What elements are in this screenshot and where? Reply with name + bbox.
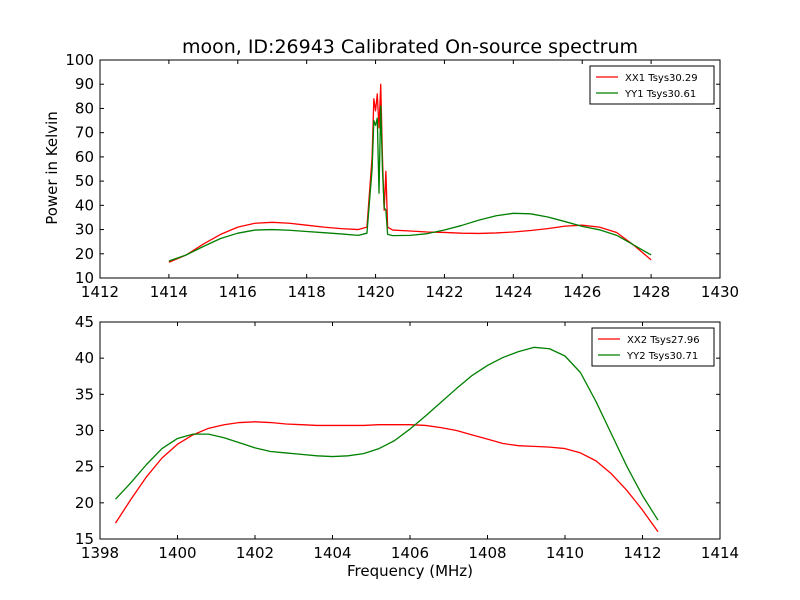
top-y-tick-label: 60: [75, 148, 94, 166]
bottom-x-tick-label: 1398: [81, 544, 119, 562]
top-y-tick-label: 100: [65, 51, 94, 69]
bottom-x-tick-label: 1404: [313, 544, 351, 562]
top-y-tick-label: 40: [75, 196, 94, 214]
top-series-yy1-line: [168, 105, 652, 262]
top-x-tick-label: 1418: [288, 283, 326, 301]
bottom-y-tick-label: 25: [75, 458, 94, 476]
bottom-x-tick-label: 1400: [158, 544, 196, 562]
bottom-y-tick-label: 20: [75, 494, 94, 512]
top-y-tick-label: 20: [75, 245, 94, 263]
top-x-tick-label: 1428: [632, 283, 670, 301]
top-x-tick-label: 1414: [150, 283, 188, 301]
bottom-legend-label: XX2 Tsys27.96: [627, 335, 700, 346]
top-legend: XX1 Tsys30.29 YY1 Tsys30.61: [589, 65, 715, 105]
top-plot-panel: 1412 1414 1416 1418 1420 1422 1424 1426 1428 1430…: [65, 51, 739, 301]
top-legend-label: YY1 Tsys30.61: [624, 89, 696, 100]
top-x-tick-label: 1430: [701, 283, 739, 301]
top-axes-frame: [99, 59, 721, 279]
bottom-x-tick-label: 1406: [391, 544, 429, 562]
top-y-tick-label: 30: [75, 221, 94, 239]
bottom-legend: XX2 Tsys27.96 YY2 Tsys30.71: [591, 327, 715, 367]
figure-title: moon, ID:26943 Calibrated On-source spec…: [182, 36, 638, 58]
bottom-plot-panel: 1398 1400 1402 1404 1406 1408 1410 1412 1414 15 20…: [75, 313, 739, 562]
top-y-tick-label: 80: [75, 99, 94, 117]
top-legend-label: XX1 Tsys30.29: [625, 73, 698, 84]
top-x-tick-label: 1416: [219, 283, 257, 301]
bottom-y-tick-label: 15: [75, 530, 94, 548]
bottom-x-tick-label: 1414: [701, 544, 739, 562]
bottom-x-tick-label: 1402: [236, 544, 274, 562]
bottom-series-yy2-line: [115, 346, 659, 521]
bottom-y-tick-label: 30: [75, 422, 94, 440]
top-y-tick-label: 50: [75, 172, 94, 190]
top-x-tick-label: 1426: [563, 283, 601, 301]
bottom-y-tick-label: 40: [75, 349, 94, 367]
y-axis-label: Power in Kelvin: [43, 111, 61, 225]
top-x-tick-label: 1424: [494, 283, 532, 301]
bottom-y-tick-label: 35: [75, 385, 94, 403]
bottom-x-tick-label: 1412: [623, 544, 661, 562]
top-legend-box: [589, 65, 715, 105]
top-x-tick-label: 1412: [81, 283, 119, 301]
bottom-legend-box: [591, 327, 715, 367]
bottom-legend-label: YY2 Tsys30.71: [626, 351, 698, 362]
bottom-y-tick-label: 45: [75, 313, 94, 331]
top-x-tick-label: 1422: [425, 283, 463, 301]
top-y-tick-label: 70: [75, 124, 94, 142]
top-y-tick-label: 90: [75, 75, 94, 93]
x-axis-label: Frequency (MHz): [347, 562, 473, 580]
bottom-x-tick-label: 1410: [546, 544, 584, 562]
bottom-x-tick-label: 1408: [468, 544, 506, 562]
top-y-tick-label: 10: [75, 269, 94, 287]
top-x-tick-label: 1420: [356, 283, 394, 301]
bottom-series-xx2-line: [114, 421, 659, 533]
